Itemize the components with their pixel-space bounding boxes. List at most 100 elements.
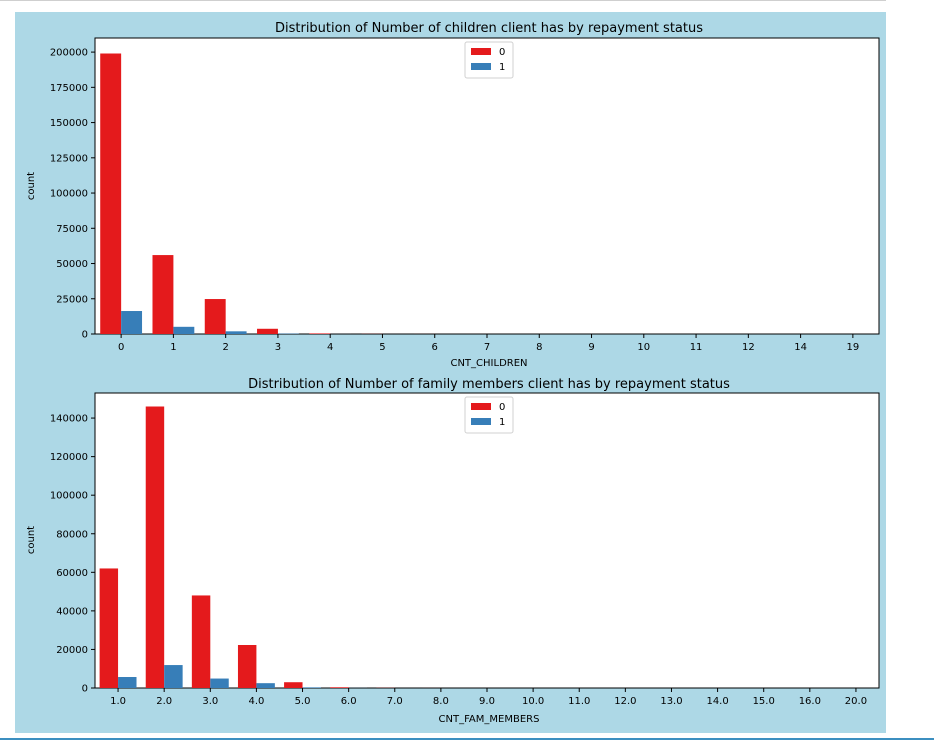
figure-canvas: Distribution of Number of children clien…	[15, 12, 886, 733]
x-tick-label: 20.0	[845, 696, 867, 707]
bar-series-1-0	[121, 311, 143, 334]
legend-box	[464, 41, 514, 79]
x-tick-label: 15.0	[753, 696, 775, 707]
bar-series-1-1	[173, 326, 195, 334]
bar-series-1-2.0	[164, 665, 183, 688]
x-tick-label: 7	[484, 342, 490, 353]
y-tick-label: 200000	[50, 48, 88, 59]
x-tick-label: 2.0	[156, 696, 172, 707]
x-tick-label: 1	[170, 342, 176, 353]
bar-series-0-6.0	[330, 687, 349, 688]
bar-series-1-4.0	[256, 683, 275, 688]
y-axis-label: count	[26, 172, 37, 200]
y-axis: 0 20000 40000 60000 80000 100000 120000 140000	[50, 414, 95, 695]
y-tick-label: 20000	[56, 645, 88, 656]
legend: 01	[464, 396, 514, 434]
bar-series-0-1.0	[99, 568, 119, 688]
y-tick-label: 40000	[56, 606, 88, 617]
chart-title: Distribution of Number of children clien…	[275, 21, 703, 36]
x-tick-label: 3	[275, 342, 281, 353]
bar-series-0-5.0	[284, 682, 303, 688]
legend-swatch-0	[471, 48, 491, 55]
x-tick-label: 4	[327, 342, 333, 353]
x-tick-label: 1.0	[110, 696, 126, 707]
children-chart: Distribution of Number of children clien…	[26, 21, 880, 369]
y-axis: 0 25000 50000 75000 100000 125000 150000 175000…	[50, 48, 95, 341]
family-members-chart: Distribution of Number of family members…	[26, 377, 880, 725]
bar-series-1-2	[225, 331, 247, 334]
figure-svg: Distribution of Number of children clien…	[26, 21, 880, 725]
x-tick-label: 10.0	[522, 696, 544, 707]
legend-swatch-0	[471, 403, 491, 410]
x-tick-label: 11	[690, 342, 703, 353]
x-tick-label: 5.0	[295, 696, 311, 707]
x-tick-label: 19	[846, 342, 859, 353]
y-tick-label: 175000	[50, 83, 88, 94]
bar-series-0-2.0	[145, 406, 165, 688]
bar-series-0-4.0	[237, 645, 257, 688]
bar-series-0-1	[152, 255, 174, 334]
y-tick-label: 125000	[50, 153, 88, 164]
legend-label-0: 0	[499, 47, 505, 58]
legend: 01	[464, 41, 514, 79]
y-tick-label: 80000	[56, 529, 88, 540]
legend-label-0: 0	[499, 402, 505, 413]
legend-swatch-1	[471, 63, 491, 70]
plot-area	[94, 392, 880, 689]
bar-series-1-5.0	[302, 687, 321, 688]
bar-series-0-3	[257, 328, 278, 334]
x-tick-label: 10	[637, 342, 650, 353]
y-tick-label: 0	[82, 684, 88, 695]
chart-title: Distribution of Number of family members…	[248, 377, 730, 392]
bar-series-0-2	[204, 299, 226, 334]
bar-series-1-1.0	[118, 677, 137, 688]
x-tick-label: 16.0	[799, 696, 821, 707]
y-tick-label: 50000	[56, 259, 88, 270]
x-tick-label: 4.0	[248, 696, 264, 707]
x-tick-label: 7.0	[387, 696, 403, 707]
x-tick-label: 9	[588, 342, 594, 353]
legend-label-1: 1	[499, 62, 505, 73]
y-tick-label: 150000	[50, 118, 88, 129]
x-tick-label: 3.0	[202, 696, 218, 707]
x-tick-label: 12	[742, 342, 755, 353]
bar-series-0-0	[100, 53, 122, 334]
x-tick-label: 8	[536, 342, 542, 353]
y-tick-label: 100000	[50, 189, 88, 200]
x-tick-label: 9.0	[479, 696, 495, 707]
bar-series-0-4	[309, 333, 331, 334]
bar-series-0-3.0	[191, 595, 211, 688]
legend-swatch-1	[471, 418, 491, 425]
x-tick-label: 8.0	[433, 696, 449, 707]
y-tick-label: 100000	[50, 491, 88, 502]
x-tick-label: 0	[118, 342, 124, 353]
x-tick-label: 11.0	[568, 696, 590, 707]
bars-group	[99, 406, 487, 688]
x-tick-label: 5	[379, 342, 385, 353]
x-axis: 1.0 2.0 3.0 4.0 5.0 6.0 7.0 8.0 9.0 10.0 11.0 12.0 1…	[110, 688, 867, 707]
x-tick-label: 2	[222, 342, 228, 353]
y-tick-label: 120000	[50, 452, 88, 463]
bottom-border	[0, 738, 934, 740]
y-tick-label: 25000	[56, 294, 88, 305]
right-gutter	[886, 0, 934, 738]
x-tick-label: 14.0	[706, 696, 728, 707]
x-tick-label: 6	[432, 342, 438, 353]
bar-series-1-3.0	[210, 678, 229, 688]
x-axis-label: CNT_CHILDREN	[450, 358, 527, 369]
y-tick-label: 60000	[56, 568, 88, 579]
x-tick-label: 14	[794, 342, 807, 353]
x-axis-label: CNT_FAM_MEMBERS	[439, 714, 540, 725]
x-tick-label: 13.0	[660, 696, 682, 707]
y-tick-label: 0	[82, 330, 88, 341]
y-axis-label: count	[26, 526, 37, 554]
legend-label-1: 1	[499, 417, 505, 428]
x-tick-label: 6.0	[341, 696, 357, 707]
x-axis: 0 1 2 3 4 5 6 7 8 9 10 11 12 14 19	[118, 334, 859, 353]
legend-box	[464, 396, 514, 434]
y-tick-label: 140000	[50, 414, 88, 425]
x-tick-label: 12.0	[614, 696, 636, 707]
top-border	[0, 0, 934, 1]
plot-area	[94, 37, 880, 335]
y-tick-label: 75000	[56, 224, 88, 235]
